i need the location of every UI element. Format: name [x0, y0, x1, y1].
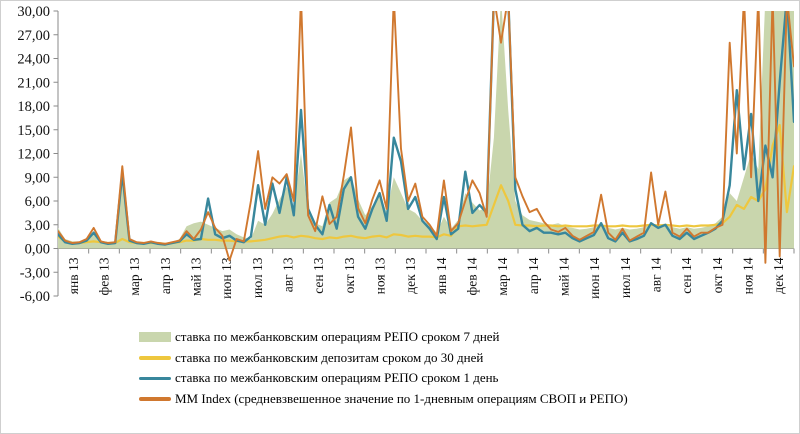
y-axis-tick-label: 3,00: [25, 218, 50, 234]
legend-label-repo-7d: ставка по межбанковским операциям РЕПО с…: [175, 329, 500, 345]
x-axis-month-label: апр 13: [158, 257, 173, 294]
legend-item-repo-7d: ставка по межбанковским операциям РЕПО с…: [139, 327, 628, 348]
legend-label-repo-1d: ставка по межбанковским операциям РЕПО с…: [175, 370, 499, 386]
x-axis-month-label: янв 13: [66, 257, 81, 294]
x-axis-month-label: дек 14: [771, 257, 786, 294]
y-axis-tick-label: 15,00: [17, 123, 50, 139]
x-axis-month-label: мар 13: [127, 257, 142, 295]
x-axis-month-label: июл 13: [250, 257, 265, 298]
y-axis-tick-label: 6,00: [25, 194, 50, 210]
y-axis-tick-label: 9,00: [25, 170, 50, 186]
y-axis-tick-label: -6,00: [20, 289, 50, 305]
y-axis-tick-label: 0,00: [25, 242, 50, 258]
x-axis-month-label: май 14: [557, 257, 572, 296]
x-axis-month-label: июн 13: [219, 257, 234, 299]
series-group: [58, 11, 794, 264]
x-axis-month-label: авг 14: [649, 257, 664, 292]
series-repo-7d-area: [58, 11, 794, 249]
legend-swatch-mm-index: [139, 397, 171, 401]
y-axis-tick-label: 30,00: [17, 4, 50, 20]
legend-item-deposit-30d: ставка по межбанковским депозитам сроком…: [139, 348, 628, 369]
x-axis-month-label: май 13: [189, 257, 204, 296]
x-axis-month-label: дек 13: [403, 257, 418, 294]
x-axis-month-label: авг 13: [281, 257, 296, 292]
chart-legend: ставка по межбанковским операциям РЕПО с…: [139, 327, 628, 409]
legend-swatch-repo-1d: [139, 376, 171, 380]
x-axis-month-label: окт 13: [342, 257, 357, 293]
legend-item-repo-1d: ставка по межбанковским операциям РЕПО с…: [139, 368, 628, 389]
x-axis-month-label: ноя 14: [741, 257, 756, 294]
y-axis-tick-label: -3,00: [20, 265, 50, 281]
y-axis-tick-label: 21,00: [17, 75, 50, 91]
series-mm-index-line: [58, 11, 794, 264]
legend-item-mm-index: MM Index (средневзвешенное значение по 1…: [139, 389, 628, 410]
x-axis-month-label: июл 14: [618, 257, 633, 298]
y-axis-tick-label: 12,00: [17, 147, 50, 163]
x-axis-month-label: ноя 13: [373, 257, 388, 294]
chart-canvas: -6,00 -3,00 0,00 3,00 6,00 9,00 12,00 15,00 18,0…: [17, 4, 795, 305]
legend-swatch-repo-7d: [139, 332, 171, 343]
y-axis-tick-label: 18,00: [17, 99, 50, 115]
x-axis-month-label: фев 14: [465, 257, 480, 295]
x-axis-month-label: янв 14: [434, 257, 449, 294]
x-axis-month-label: мар 14: [495, 257, 510, 295]
x-axis-month-label: июн 14: [587, 257, 602, 299]
x-axis-month-label: фев 13: [97, 257, 112, 295]
series-repo-1d-line: [58, 11, 794, 246]
x-axis-month-label: сен 14: [679, 257, 694, 293]
rates-chart: -6,00 -3,00 0,00 3,00 6,00 9,00 12,00 15,00 18,0…: [1, 1, 799, 321]
y-axis-tick-label: 27,00: [17, 28, 50, 44]
x-axis-month-label: сен 13: [311, 257, 326, 293]
legend-label-mm-index: MM Index (средневзвешенное значение по 1…: [175, 390, 628, 406]
legend-swatch-deposit-30d: [139, 356, 171, 360]
legend-label-deposit-30d: ставка по межбанковским депозитам сроком…: [175, 349, 484, 365]
x-axis-month-label: окт 14: [710, 257, 725, 293]
y-axis-tick-label: 24,00: [17, 52, 50, 68]
x-axis-month-label: апр 14: [526, 257, 541, 294]
